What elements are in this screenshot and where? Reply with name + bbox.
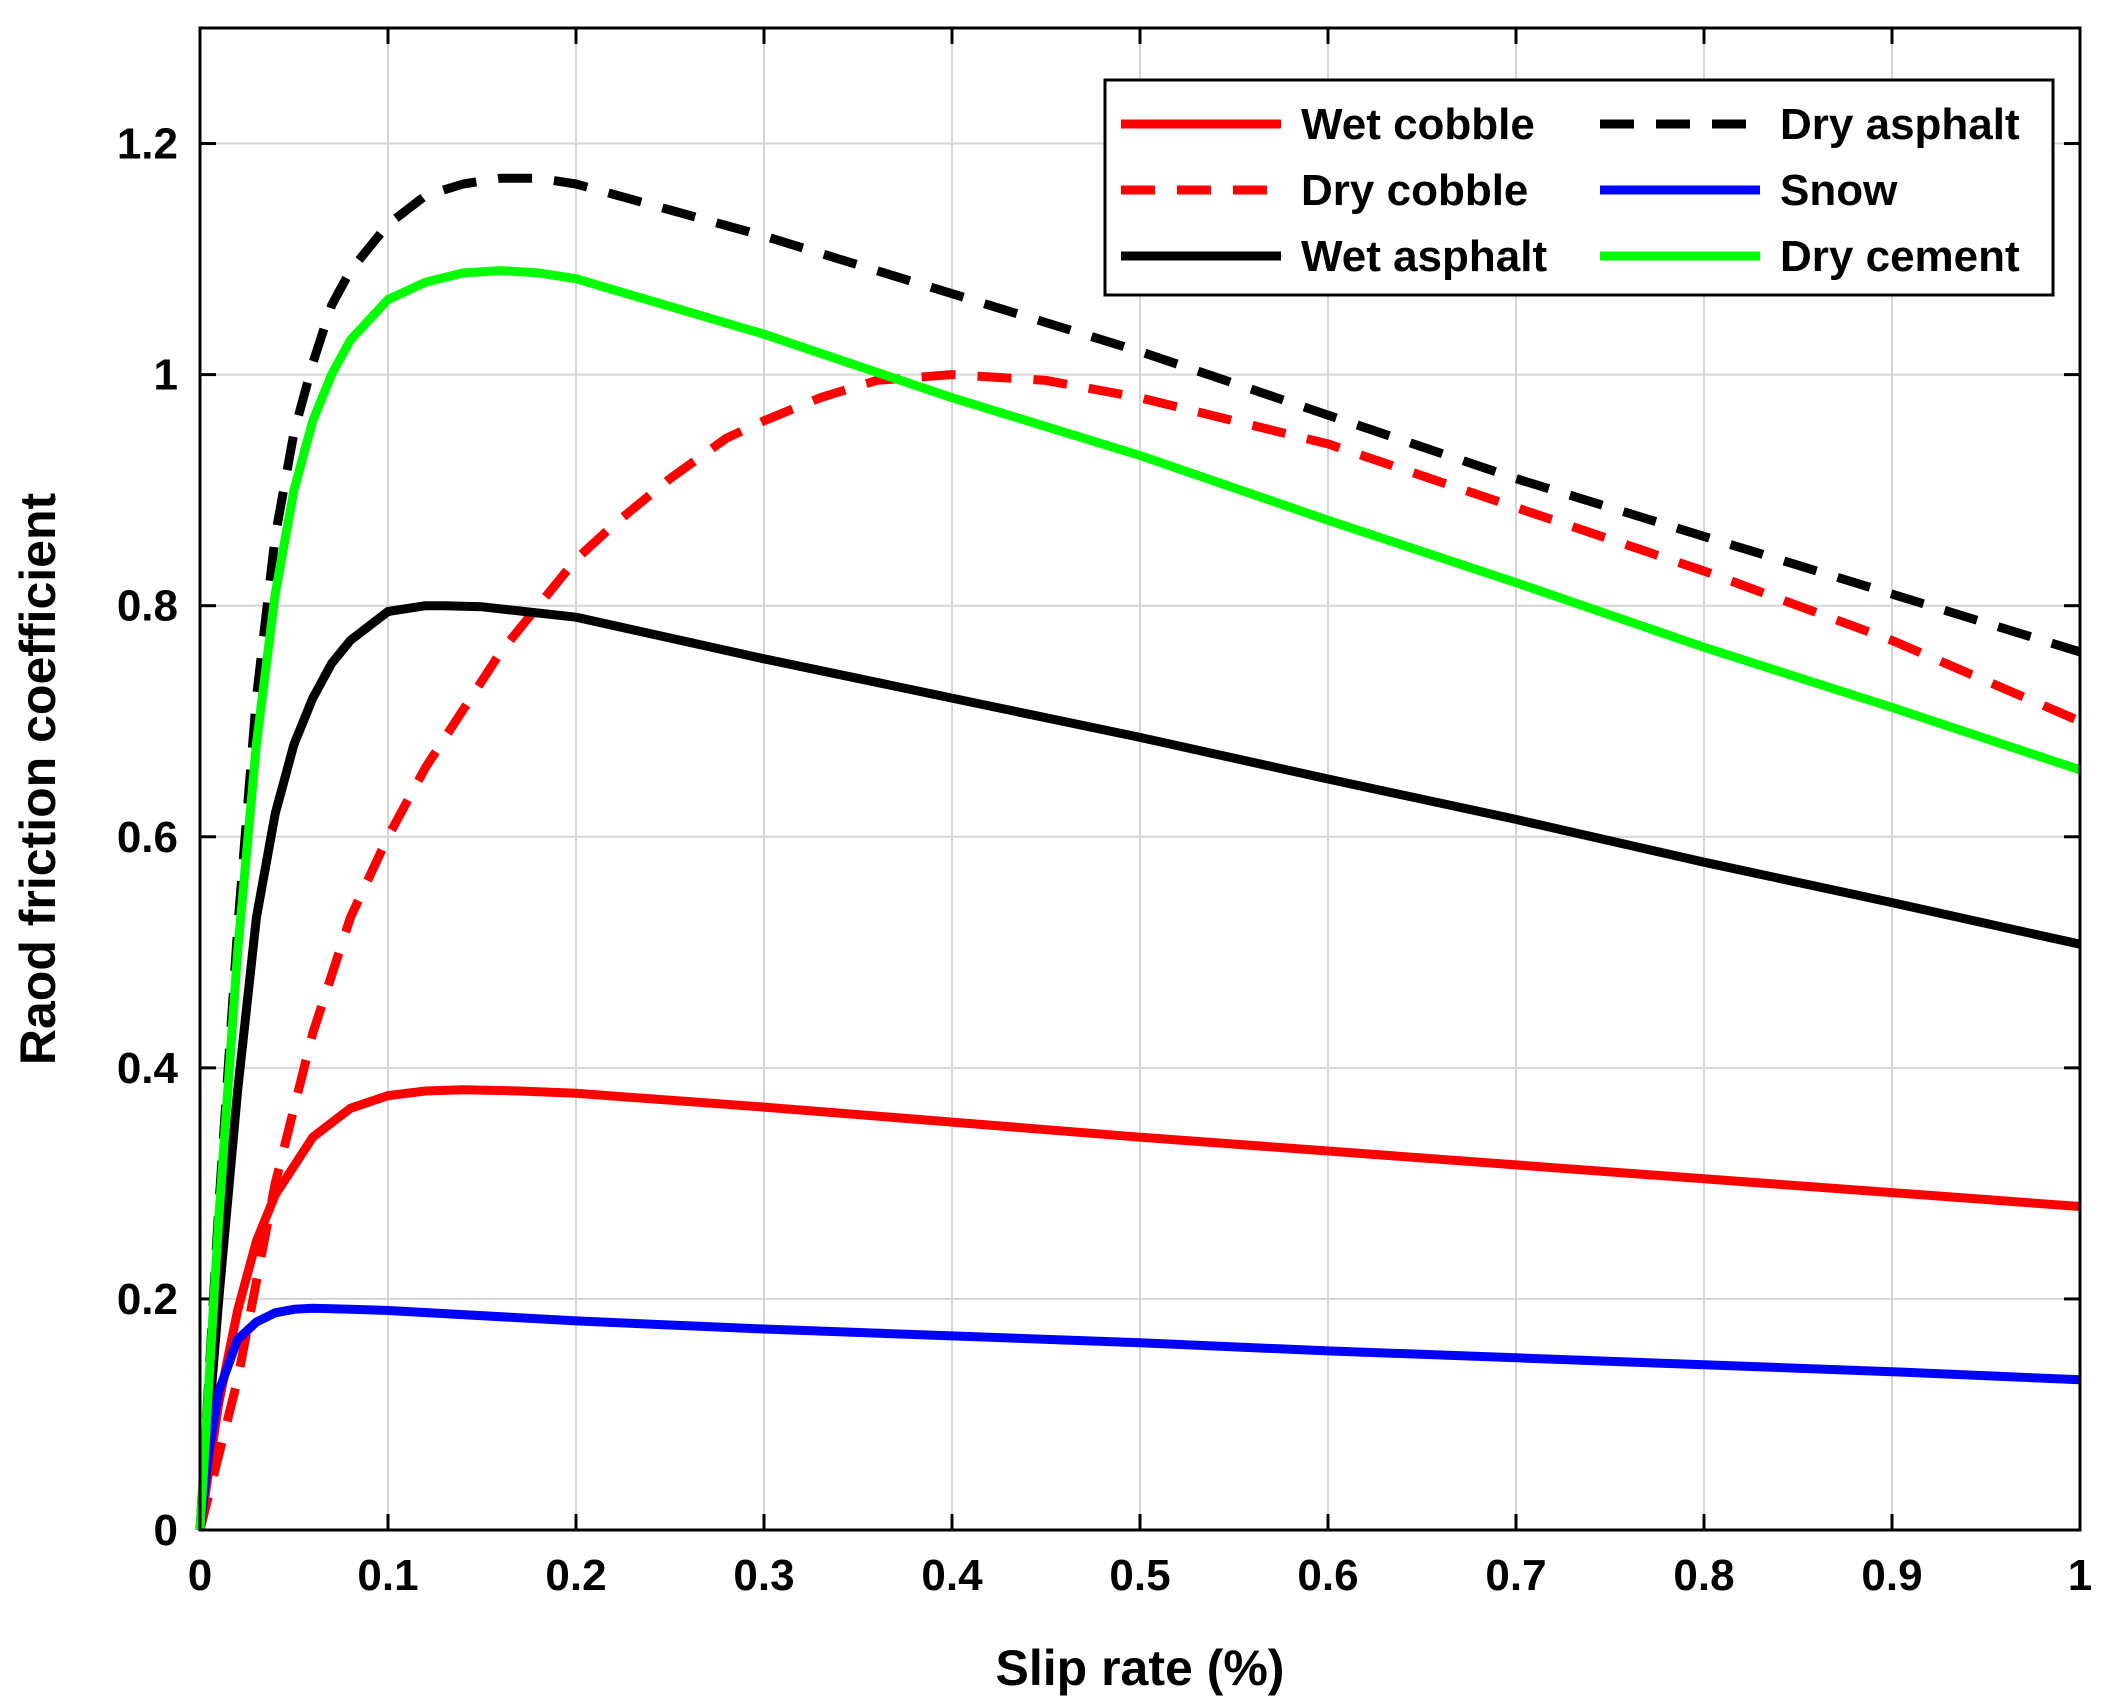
legend-label: Dry asphalt	[1780, 100, 2020, 149]
y-tick-label: 1.2	[117, 120, 178, 169]
legend-item-dry-cement: Dry cement	[1600, 232, 2020, 281]
legend-item-dry-cobble: Dry cobble	[1121, 166, 1528, 215]
x-tick-label: 0.5	[1109, 1551, 1170, 1600]
legend-label: Dry cement	[1780, 232, 2020, 281]
x-tick-label: 0.2	[545, 1551, 606, 1600]
legend-label: Wet cobble	[1301, 100, 1535, 149]
x-tick-label: 0.9	[1861, 1551, 1922, 1600]
series-line-dry-asphalt	[195, 173, 2082, 1531]
x-tick-label: 0.7	[1485, 1551, 1546, 1600]
legend-label: Wet asphalt	[1301, 232, 1547, 281]
legend-item-dry-asphalt: Dry asphalt	[1600, 100, 2020, 149]
plot-frame	[198, 26, 2082, 1532]
series-line-wet-cobble	[195, 1085, 2081, 1531]
x-tick-label: 0.6	[1297, 1551, 1358, 1600]
series-line-dry-cement	[195, 266, 2082, 1531]
legend: Wet cobble Dry cobble Wet asphalt Dry aspha…	[1103, 78, 2055, 297]
series-line-dry-cobble	[195, 370, 2082, 1532]
x-tick-label: 0	[188, 1551, 212, 1600]
legend-item-wet-asphalt: Wet asphalt	[1121, 232, 1547, 281]
x-tick-label: 0.3	[733, 1551, 794, 1600]
x-axis-label: Slip rate (%)	[996, 1640, 1285, 1696]
tick-labels: 0 0.1 0.2 0.3 0.4 0.5 0.6 0.7 0.8 0.9 1 0 0.2 0.4 0.6 0…	[117, 120, 2092, 1600]
legend-item-snow: Snow	[1600, 166, 1898, 215]
legend-label: Dry cobble	[1301, 166, 1528, 215]
series-lines	[195, 173, 2082, 1532]
y-tick-label: 0.2	[117, 1275, 178, 1324]
x-tick-label: 1	[2068, 1551, 2092, 1600]
legend-item-wet-cobble: Wet cobble	[1121, 100, 1535, 149]
y-axis-label: Raod friction coefficient	[10, 493, 66, 1066]
series-line-snow	[195, 1303, 2081, 1531]
y-tick-label: 0	[154, 1506, 178, 1555]
x-tick-label: 0.8	[1673, 1551, 1734, 1600]
y-tick-label: 0.6	[117, 813, 178, 862]
y-tick-label: 1	[154, 351, 178, 400]
x-tick-label: 0.1	[357, 1551, 418, 1600]
legend-label: Snow	[1780, 166, 1898, 215]
y-tick-label: 0.8	[117, 582, 178, 631]
series-line-wet-asphalt	[195, 601, 2081, 1531]
x-tick-label: 0.4	[921, 1551, 983, 1600]
y-tick-label: 0.4	[117, 1044, 179, 1093]
